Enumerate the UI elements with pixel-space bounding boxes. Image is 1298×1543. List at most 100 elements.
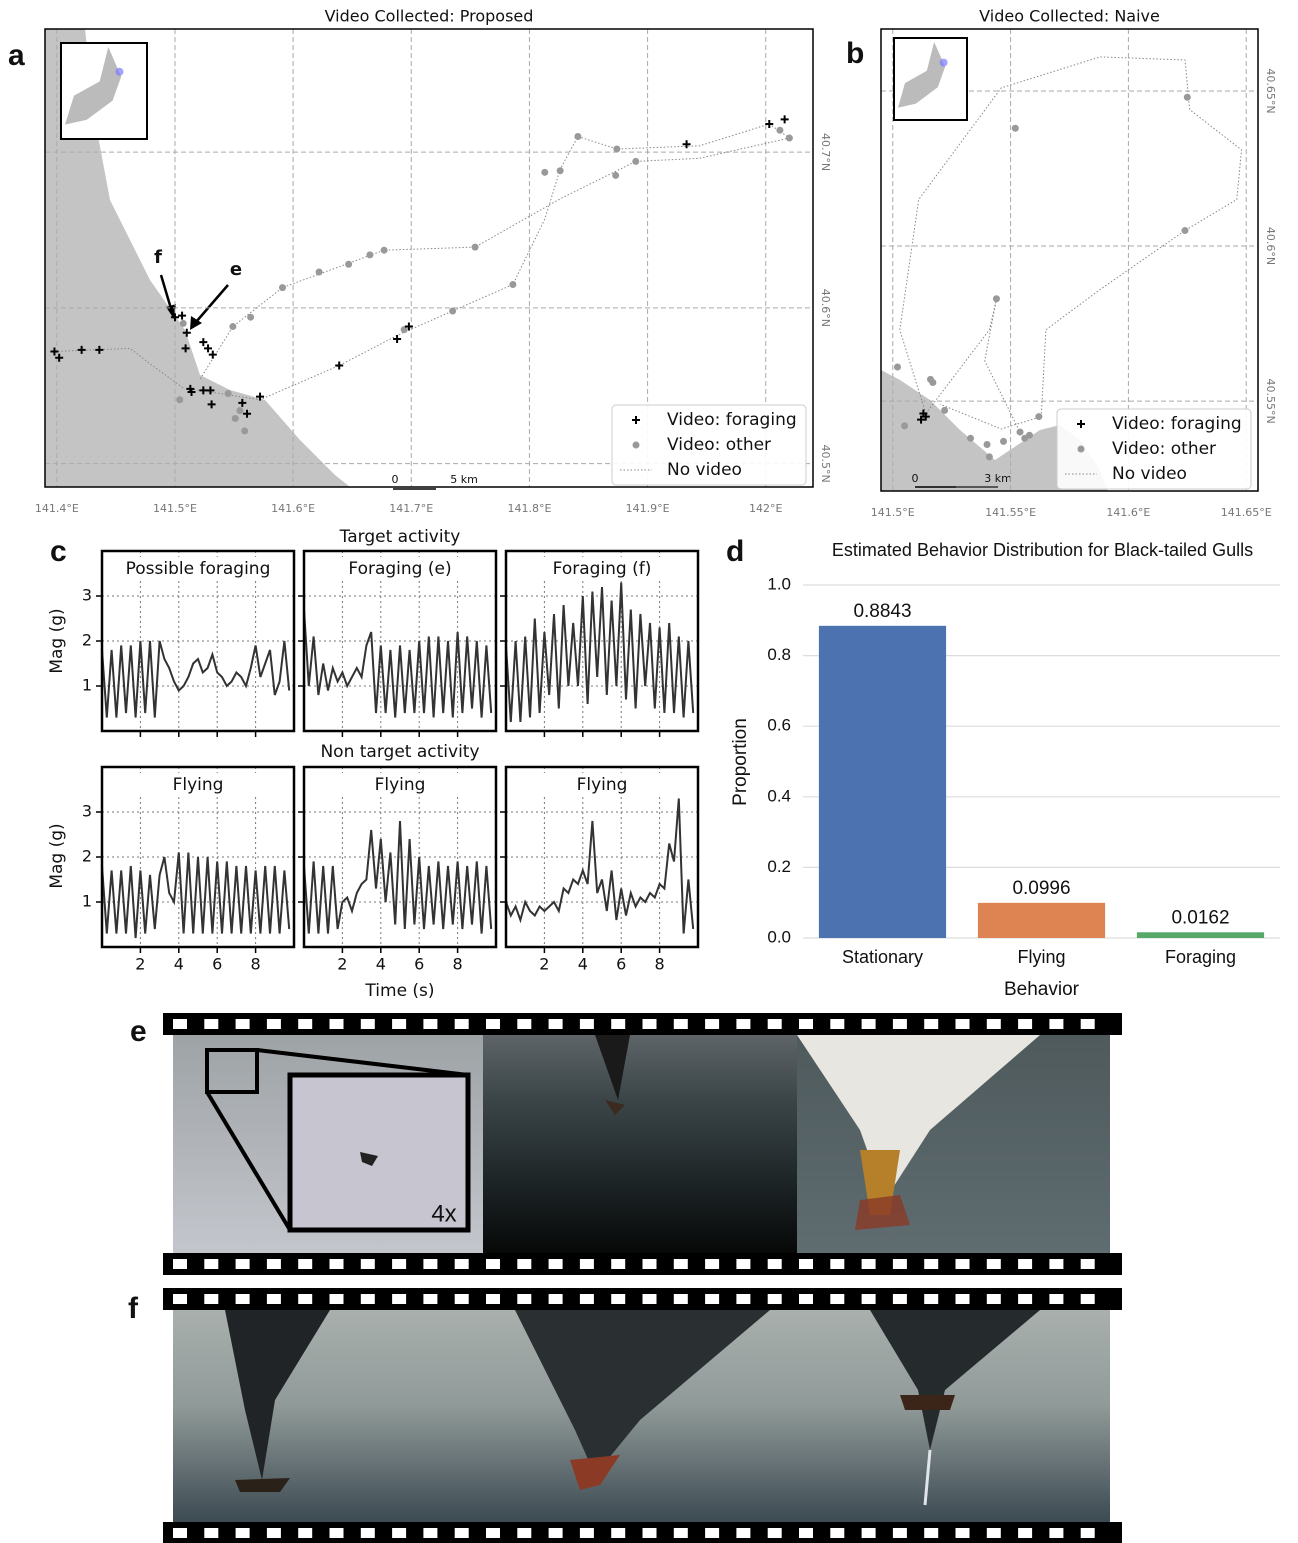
other-point [893,363,901,371]
y-tick-label: 40.7°N [819,133,832,171]
film-hole [705,1259,720,1269]
panel-label: a [8,39,25,72]
row-title: Non target activity [320,742,479,762]
film-hole [204,1019,219,1029]
film-hole [1080,1259,1095,1269]
foraging-point [335,361,344,370]
map-frame [44,28,814,488]
film-hole [767,1528,782,1538]
y-tick-label: 40.65°N [1264,68,1277,113]
legend-label: Video: foraging [1112,414,1242,434]
film-hole [329,1259,344,1269]
other-point [941,406,949,414]
y-tick-label: 40.55°N [1264,378,1277,423]
axes-frame [100,765,296,949]
film-hole [266,1528,281,1538]
film-hole [955,1528,970,1538]
bar [977,902,1106,938]
y-tick-label: 40.5°N [819,445,832,483]
legend-label: No video [667,460,742,480]
bar [818,625,947,938]
y-tick-label: 0.8 [767,645,791,664]
foraging-point [921,412,930,421]
foraging-point [55,353,64,362]
panel-label: f [128,1292,139,1325]
other-point [929,378,937,386]
x-tick-label: 6 [414,955,424,974]
x-tick-label: 141.6°E [271,502,315,515]
land [881,370,1108,491]
film-hole [642,1019,657,1029]
title-bg [524,773,680,797]
subplot-title: Flying [173,775,224,795]
film-hole [986,1294,1001,1304]
film-hole [705,1019,720,1029]
x-tick-label: 141.9°E [626,502,670,515]
row-title: Target activity [339,527,461,547]
film-hole [454,1259,469,1269]
other-point [901,422,909,430]
film-hole [673,1294,688,1304]
y-tick-label: 0.6 [767,716,791,735]
chart-title: Estimated Behavior Distribution for Blac… [832,540,1253,560]
film-hole [736,1259,751,1269]
other-point [345,260,353,268]
map-frame [880,28,1259,492]
film-hole [799,1019,813,1029]
other-point [400,326,408,334]
arrow-label: e [230,259,242,280]
other-point [632,157,640,165]
film-hole [423,1259,438,1269]
film-hole [517,1528,532,1538]
film-hole [1049,1528,1064,1538]
axes-frame [504,549,700,733]
map-title: Video Collected: Proposed [325,7,534,26]
y-tick-label: 40.6°N [1264,227,1277,265]
other-point [176,396,184,404]
film-hole [736,1294,751,1304]
inset-area [115,67,124,76]
film-hole [517,1259,532,1269]
signal-line [303,609,493,718]
legend-box [1056,408,1252,490]
other-point [247,313,255,321]
x-tick-label: 141.65°E [1221,506,1272,519]
other-point [556,167,564,175]
film-hole [329,1019,344,1029]
legend-label: No video [1112,464,1187,484]
film-hole [454,1019,469,1029]
film-hole [892,1528,907,1538]
foraging-point [208,350,217,359]
film-hole [392,1019,407,1029]
film-hole [986,1528,1001,1538]
film-hole [830,1528,845,1538]
film-hole [204,1259,219,1269]
x-axis-label: Time (s) [364,981,434,1001]
legend-marker [1077,445,1085,453]
foraging-point [181,344,190,353]
foraging-point [404,322,413,331]
film-hole [486,1528,500,1538]
signal-line [101,640,291,718]
x-tick-label: 8 [655,955,665,974]
panel-label: e [130,1015,147,1048]
film-hole [392,1528,407,1538]
film-hole [611,1019,626,1029]
y-tick-label: 2 [82,631,92,650]
zoom-label: 4x [431,1200,456,1227]
x-tick-label: Stationary [842,947,923,967]
film-hole [892,1019,907,1029]
foraging-point [765,120,774,129]
foraging-point [206,386,215,395]
film-hole [892,1294,907,1304]
film-hole [924,1019,939,1029]
legend-label: Video: other [667,435,771,455]
foraging-point [187,387,196,396]
other-point [366,251,374,259]
film-hole [861,1528,876,1538]
x-tick-label: 4 [376,955,386,974]
film-hole [423,1019,438,1029]
film-hole [235,1019,250,1029]
splash [923,1449,932,1506]
film-hole [611,1528,626,1538]
